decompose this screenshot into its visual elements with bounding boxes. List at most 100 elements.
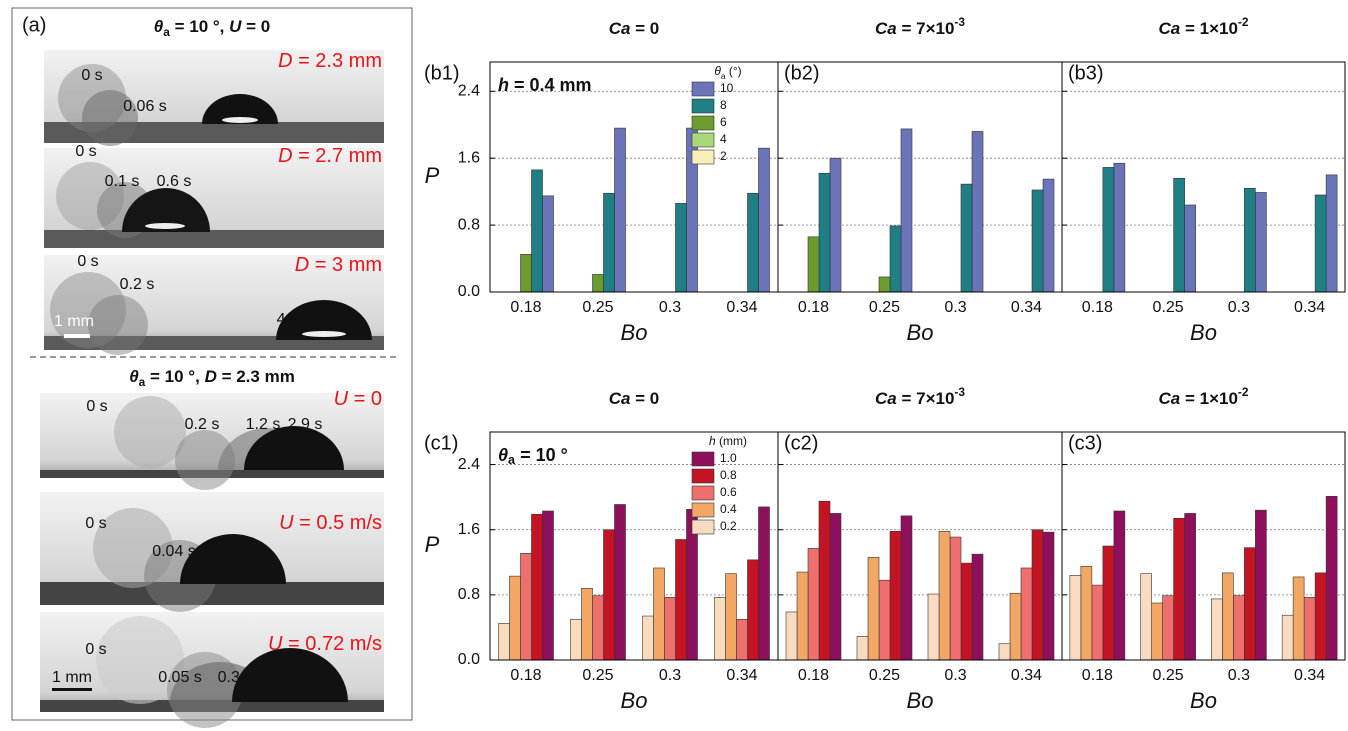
chart: Ca = 1×10-2 0.18 0.25 0.3 0.34 Bo (c3) xyxy=(1061,385,1346,713)
bar xyxy=(614,504,626,661)
legend-swatch xyxy=(691,485,715,501)
bar xyxy=(1325,174,1338,293)
text-segment: -2 xyxy=(1238,15,1249,29)
legend-label: 1.0 xyxy=(720,451,737,465)
legend-label: 0.4 xyxy=(720,502,737,516)
x-tick-label: 0.3 xyxy=(659,299,681,316)
time-label: 0 s xyxy=(75,143,96,160)
bar xyxy=(642,615,654,661)
text-segment: -2 xyxy=(1238,385,1249,399)
text-segment: = 10 °, xyxy=(145,367,204,386)
x-axis-label: Bo xyxy=(621,688,648,713)
x-tick-label: 0.18 xyxy=(1082,667,1113,684)
legend-swatch xyxy=(691,149,715,165)
legend-swatch xyxy=(691,468,715,484)
time-label: 0.6 s xyxy=(157,173,192,190)
bar xyxy=(960,183,973,293)
photo xyxy=(44,50,384,146)
text-segment: = 2.7 mm xyxy=(293,145,382,167)
legend-swatch xyxy=(691,502,715,518)
chart-title: Ca = 7×10-3 xyxy=(875,15,965,38)
text-segment: Ca xyxy=(609,19,631,38)
photo-label: U = 0.5 m/s xyxy=(279,512,382,534)
y-tick-label: 0.0 xyxy=(458,651,480,668)
time-label: 10 s xyxy=(225,98,255,115)
bar xyxy=(1102,167,1115,293)
bar xyxy=(531,513,543,661)
text-segment: = 7×10 xyxy=(897,19,955,38)
bar xyxy=(1031,189,1044,293)
bar xyxy=(807,236,820,293)
y-axis-label: P xyxy=(425,532,440,557)
text-segment: h xyxy=(498,75,509,95)
bar xyxy=(725,573,737,661)
bar xyxy=(542,195,554,293)
text-segment: = 1×10 xyxy=(1180,389,1238,408)
bar xyxy=(592,274,604,293)
x-tick-label: 0.25 xyxy=(1153,299,1184,316)
text-segment: θ xyxy=(129,367,139,386)
bar xyxy=(1020,567,1033,661)
time-label: 0 s xyxy=(85,641,106,658)
legend-label: 2 xyxy=(720,149,727,163)
photo-label: D = 2.7 mm xyxy=(278,145,382,167)
bar xyxy=(1244,547,1256,661)
text-segment: U xyxy=(229,17,242,36)
bar xyxy=(938,531,951,661)
x-tick-label: 0.3 xyxy=(944,299,966,316)
x-tick-label: 0.34 xyxy=(1294,299,1325,316)
y-tick-label: 1.6 xyxy=(458,149,480,166)
annotation: θa = 10 ° xyxy=(498,445,568,468)
bar xyxy=(878,579,891,661)
bar xyxy=(603,193,615,293)
bar xyxy=(520,254,532,293)
legend-label: 0.8 xyxy=(720,468,737,482)
text-segment: = 3 mm xyxy=(309,254,382,276)
photo xyxy=(44,148,384,248)
time-label: 0 s xyxy=(77,253,98,270)
photo xyxy=(40,492,384,612)
text-segment: = 0.72 m/s xyxy=(283,633,383,655)
text-segment: h xyxy=(709,434,716,448)
x-tick-label: 0.3 xyxy=(1228,299,1250,316)
panel-label: (a) xyxy=(22,14,46,36)
scale-label: 1 mm xyxy=(54,313,94,330)
x-axis-label: Bo xyxy=(907,688,934,713)
x-axis-label: Bo xyxy=(1190,320,1217,345)
x-tick-label: 0.25 xyxy=(582,299,613,316)
text-segment: θ xyxy=(498,445,508,465)
photo-label: D = 3 mm xyxy=(295,254,382,276)
legend-label: 0.6 xyxy=(720,485,737,499)
bar xyxy=(1042,178,1055,293)
chart: Ca = 1×10-2 0.18 0.25 0.3 0.34 Bo (b3) xyxy=(1061,15,1346,345)
text-segment: = 1×10 xyxy=(1180,19,1238,38)
bar xyxy=(747,559,759,661)
text-segment: a xyxy=(139,375,146,389)
x-tick-label: 0.18 xyxy=(798,299,829,316)
bar xyxy=(1009,592,1022,661)
scale-label: 1 mm xyxy=(52,669,92,686)
bar xyxy=(1255,192,1267,293)
x-tick-label: 0.18 xyxy=(798,667,829,684)
bar xyxy=(889,225,902,293)
chart: Ca = 0 0.0 0.8 1.6 2.4 0.18 0.25 0.3 0.34 Bo P (c1)… xyxy=(424,389,779,713)
annotation: h = 0.4 mm xyxy=(498,75,592,95)
bar xyxy=(1233,595,1245,661)
text-segment: = 0.5 m/s xyxy=(294,512,382,534)
text-segment: = 0 xyxy=(241,17,270,36)
legend-label: 4 xyxy=(720,132,727,146)
bar xyxy=(758,506,770,661)
x-tick-label: 0.18 xyxy=(510,667,541,684)
bar xyxy=(1151,602,1163,661)
text-segment: D xyxy=(278,145,292,167)
time-label: 0.2 s xyxy=(185,416,220,433)
legend-label: 0.2 xyxy=(720,519,737,533)
legend-swatch xyxy=(691,132,715,148)
chart: Ca = 7×10-3 0.18 0.25 0.3 0.34 Bo (c2) xyxy=(777,385,1063,713)
bar xyxy=(675,539,687,661)
panel-label: (c3) xyxy=(1068,432,1102,454)
bar xyxy=(1031,529,1044,661)
legend-swatch xyxy=(691,115,715,131)
text-segment: D xyxy=(205,367,217,386)
bar xyxy=(1244,187,1256,293)
